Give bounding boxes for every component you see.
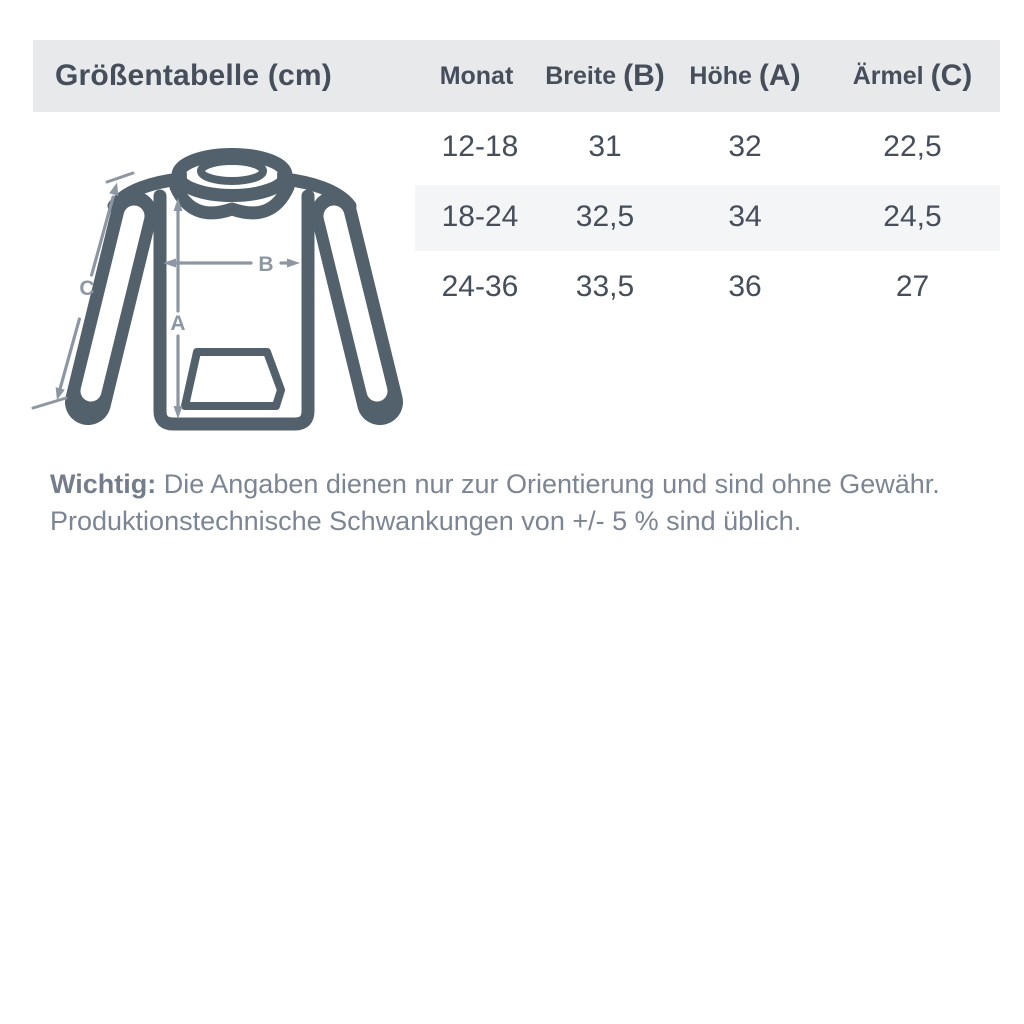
dimension-arrows (31, 171, 300, 419)
hood-crease-left (180, 171, 204, 197)
dimension-arrow-b (163, 258, 300, 268)
tick-top (105, 171, 135, 184)
dimension-label-a: A (170, 312, 185, 335)
dimension-arrow-c (31, 171, 135, 410)
dimension-label-c: C (79, 277, 94, 300)
column-header-breite: Breite (B) (545, 59, 665, 92)
table-cell: 31 (588, 130, 622, 163)
hoodie-diagram: A B C (31, 148, 403, 431)
dimension-arrow-a (173, 198, 183, 419)
hood-base (169, 180, 295, 220)
disclaimer-note: Wichtig: Die Angaben dienen nur zur Orie… (50, 466, 980, 540)
table-cell: 27 (895, 270, 930, 303)
tick-bottom (31, 396, 68, 410)
table-cell: 18-24 (441, 200, 519, 233)
page-title: Größentabelle (cm) (55, 59, 332, 92)
hood-inner-ring (197, 157, 267, 185)
dimension-label-b: B (258, 253, 273, 276)
pocket (181, 348, 285, 410)
hoodie-outline-icon (65, 148, 403, 431)
column-header-hoehe: Höhe (A) (689, 59, 801, 92)
disclaimer-line2: Produktionstechnische Schwankungen von +… (50, 506, 802, 536)
right-sleeve-inner (323, 205, 388, 402)
table-cell: 32,5 (575, 200, 635, 233)
disclaimer-line1: Die Angaben dienen nur zur Orientierung … (156, 469, 940, 499)
table-header-band: Größentabelle (cm) (33, 40, 1000, 112)
table-cell: 32 (728, 130, 762, 163)
table-cell: 22,5 (883, 130, 942, 163)
row-stripe (415, 185, 1000, 251)
table-cell: 36 (728, 270, 762, 303)
table-cell: 24-36 (441, 270, 519, 303)
column-header-aermel: Ärmel (C) (852, 59, 973, 92)
table-cell: 33,5 (575, 270, 635, 303)
table-cell: 12-18 (441, 130, 519, 163)
column-header-monat: Monat (439, 61, 514, 90)
disclaimer-label: Wichtig: (50, 469, 157, 499)
hood-crease-right (260, 171, 284, 197)
table-cell: 34 (728, 200, 762, 233)
left-sleeve-inner (80, 205, 145, 402)
size-table: Monat Breite (B) Höhe (A) Ärmel (C) 12-18 3… (415, 40, 1000, 322)
table-cell: 24,5 (883, 200, 942, 233)
